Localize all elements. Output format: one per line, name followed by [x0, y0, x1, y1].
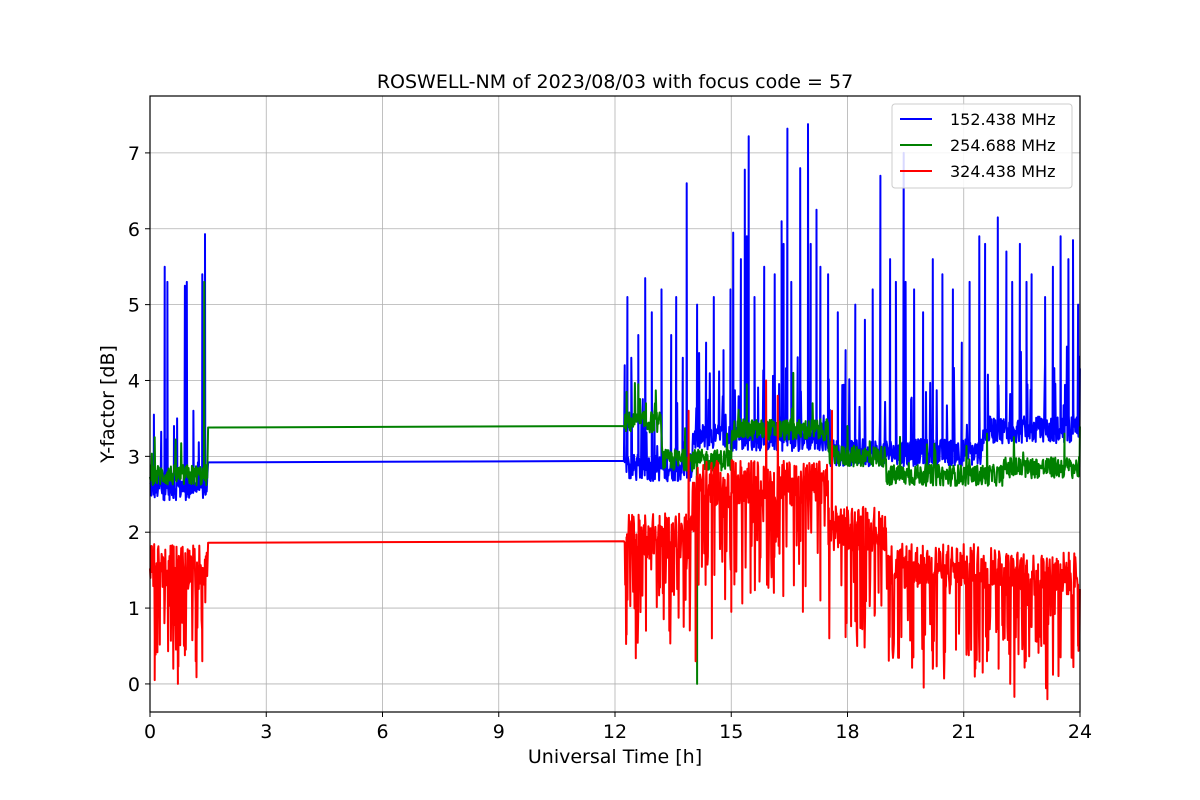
x-tick-label: 12 [603, 721, 627, 743]
y-tick-label: 3 [128, 446, 140, 468]
series-line-2 [149, 280, 1081, 685]
y-tick-label: 0 [128, 674, 140, 696]
y-tick-label: 7 [128, 143, 140, 165]
x-tick-label: 6 [376, 721, 388, 743]
legend: 152.438 MHz 254.688 MHz 324.438 MHz [891, 103, 1073, 189]
series-line-3 [149, 379, 1081, 701]
chart-title: ROSWELL-NM of 2023/08/03 with focus code… [377, 71, 853, 93]
legend-label-1: 152.438 MHz [950, 110, 1055, 129]
x-tick-label: 0 [144, 721, 156, 743]
y-tick-label: 6 [128, 219, 140, 241]
x-axis: 0 3 6 9 12 15 18 21 24 [144, 712, 1092, 743]
legend-label-3: 324.438 MHz [950, 162, 1055, 181]
legend-box [891, 103, 1073, 189]
y-tick-label: 5 [128, 295, 140, 317]
y-axis: 0 1 2 3 4 5 6 7 [128, 143, 150, 696]
plot-area [149, 123, 1081, 701]
x-tick-label: 9 [493, 721, 505, 743]
y-tick-label: 1 [128, 598, 140, 620]
y-tick-label: 2 [128, 522, 140, 544]
x-tick-label: 21 [952, 721, 976, 743]
legend-label-2: 254.688 MHz [950, 136, 1055, 155]
y-axis-label: Y-factor [dB] [97, 345, 119, 464]
x-axis-label: Universal Time [h] [528, 746, 702, 768]
x-tick-label: 24 [1068, 721, 1092, 743]
x-tick-label: 15 [719, 721, 743, 743]
x-tick-label: 3 [260, 721, 272, 743]
y-tick-label: 4 [128, 370, 140, 392]
x-tick-label: 18 [835, 721, 859, 743]
